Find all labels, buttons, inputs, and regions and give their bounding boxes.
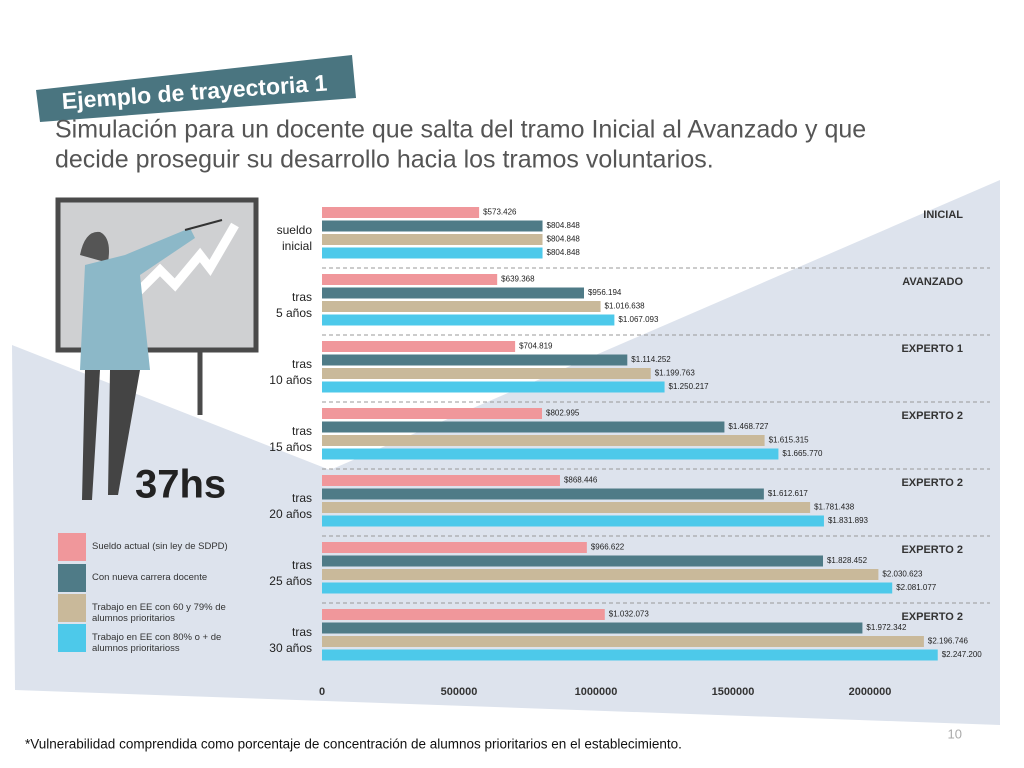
bar <box>322 207 480 218</box>
value-label: $2.030.623 <box>882 570 923 579</box>
bar <box>322 582 893 594</box>
tier-label: EXPERTO 2 <box>901 611 963 623</box>
legend-label: Trabajo en EE con 80% o + de alumnos pri… <box>92 632 222 654</box>
value-label: $1.032.073 <box>609 610 650 619</box>
bar <box>322 274 498 285</box>
title-banner <box>36 55 356 122</box>
value-label: $1.114.252 <box>631 355 671 364</box>
category-label: inicial <box>282 239 312 253</box>
bar <box>322 435 765 446</box>
subtitle-line: decide proseguir su desarrollo hacia los… <box>55 146 714 174</box>
category-label: sueldo <box>277 223 313 237</box>
bar <box>322 515 824 527</box>
value-label: $956.194 <box>588 288 622 297</box>
category-label: 5 años <box>276 306 312 320</box>
value-label: $1.828.452 <box>827 556 868 565</box>
bar <box>322 488 764 500</box>
bar <box>322 381 665 393</box>
value-label: $1.016.638 <box>605 302 646 311</box>
category-label: 15 años <box>269 440 312 454</box>
value-label: $804.848 <box>547 235 581 244</box>
legend-label: Con nueva carrera docente <box>92 572 208 583</box>
bar <box>322 314 615 326</box>
bar <box>322 220 543 232</box>
value-label: $1.067.093 <box>618 315 659 324</box>
legend-swatch <box>58 533 86 561</box>
bar <box>322 542 587 553</box>
value-label: $2.196.746 <box>928 637 969 646</box>
value-label: $1.199.763 <box>655 369 696 378</box>
page-number: 10 <box>948 726 962 741</box>
value-label: $802.995 <box>546 409 580 418</box>
teacher-illustration <box>55 197 259 500</box>
category-label: 10 años <box>269 373 312 387</box>
value-label: $868.446 <box>564 476 598 485</box>
value-label: $1.665.770 <box>782 449 823 458</box>
category-label: 30 años <box>269 641 312 655</box>
value-label: $804.848 <box>547 221 581 230</box>
category-label: tras <box>292 491 312 505</box>
value-label: $2.247.200 <box>942 650 983 659</box>
x-tick-label: 1000000 <box>575 686 618 698</box>
bar <box>322 234 543 245</box>
tier-label: EXPERTO 1 <box>901 343 963 355</box>
tier-label: EXPERTO 2 <box>901 477 963 489</box>
bar <box>322 247 543 259</box>
subtitle-line: Simulación para un docente que salta del… <box>55 116 866 144</box>
x-tick-label: 2000000 <box>849 686 892 698</box>
tier-label: INICIAL <box>923 209 963 221</box>
bar <box>322 448 779 460</box>
category-label: tras <box>292 424 312 438</box>
legend-swatch <box>58 564 86 592</box>
bar <box>322 569 879 580</box>
value-label: $639.368 <box>501 275 535 284</box>
value-label: $966.622 <box>591 543 625 552</box>
category-label: tras <box>292 357 312 371</box>
category-label: tras <box>292 290 312 304</box>
value-label: $2.081.077 <box>896 583 937 592</box>
value-label: $804.848 <box>547 248 581 257</box>
bar <box>322 555 823 567</box>
legend-swatch <box>58 624 86 652</box>
bar <box>322 408 543 419</box>
tier-label: AVANZADO <box>902 276 963 288</box>
x-tick-label: 500000 <box>441 686 478 698</box>
legend-label: Trabajo en EE con 60 y 79% de alumnos pr… <box>92 602 226 624</box>
bar <box>322 301 601 312</box>
category-label: 20 años <box>269 507 312 521</box>
tier-label: EXPERTO 2 <box>901 544 963 556</box>
value-label: $573.426 <box>483 208 517 217</box>
value-label: $1.468.727 <box>728 422 769 431</box>
hours-label: 37hs <box>135 463 226 507</box>
value-label: $704.819 <box>519 342 553 351</box>
value-label: $1.781.438 <box>814 503 855 512</box>
category-label: tras <box>292 558 312 572</box>
bar <box>322 649 938 661</box>
bar <box>322 502 811 513</box>
tier-label: EXPERTO 2 <box>901 410 963 422</box>
bar <box>322 609 605 620</box>
bar <box>322 287 584 299</box>
value-label: $1.250.217 <box>669 382 710 391</box>
x-tick-label: 1500000 <box>712 686 755 698</box>
value-label: $1.972.342 <box>866 623 907 632</box>
bar <box>322 622 863 634</box>
bar <box>322 475 560 486</box>
category-label: 25 años <box>269 574 312 588</box>
x-tick-label: 0 <box>319 686 325 698</box>
bar <box>322 421 725 433</box>
bar <box>322 341 516 352</box>
value-label: $1.831.893 <box>828 516 869 525</box>
value-label: $1.612.617 <box>768 489 809 498</box>
legend-swatch <box>58 594 86 622</box>
bar <box>322 636 924 647</box>
category-label: tras <box>292 625 312 639</box>
legend-label: Sueldo actual (sin ley de SDPD) <box>92 541 228 552</box>
bar <box>322 354 628 366</box>
value-label: $1.615.315 <box>769 436 810 445</box>
bar <box>322 368 651 379</box>
footnote: *Vulnerabilidad comprendida como porcent… <box>25 737 682 752</box>
